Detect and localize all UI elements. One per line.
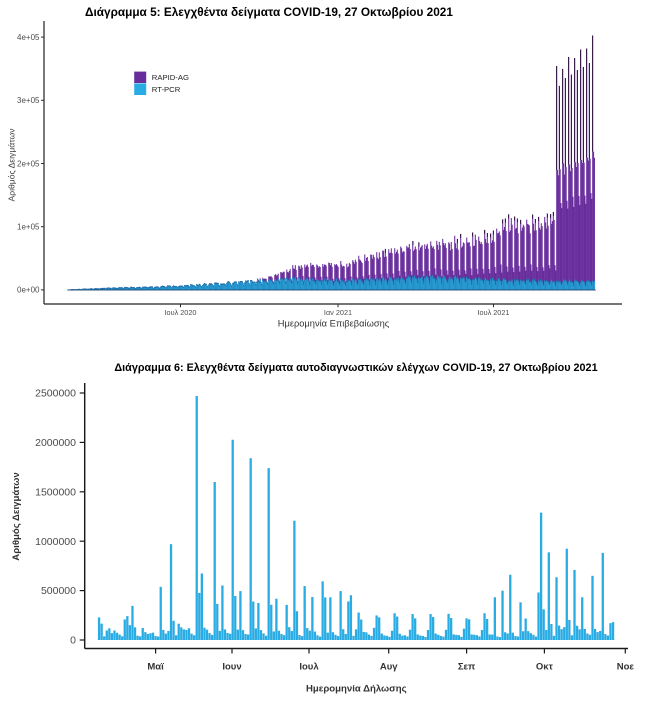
svg-text:Αριθμός Δειγμάτων: Αριθμός Δειγμάτων xyxy=(11,472,22,560)
svg-text:Οκτ: Οκτ xyxy=(536,662,554,673)
svg-text:0e+00: 0e+00 xyxy=(17,286,40,295)
svg-text:2500000: 2500000 xyxy=(35,388,76,400)
svg-text:Ιαν 2021: Ιαν 2021 xyxy=(324,308,352,317)
svg-text:500000: 500000 xyxy=(41,585,76,597)
svg-text:Ιουν: Ιουν xyxy=(222,662,241,673)
svg-text:Ημερομηνία Επιβεβαίωσης: Ημερομηνία Επιβεβαίωσης xyxy=(278,319,390,329)
svg-text:3e+05: 3e+05 xyxy=(17,96,40,105)
svg-text:1e+05: 1e+05 xyxy=(17,223,40,232)
svg-text:Νοε: Νοε xyxy=(617,662,635,673)
svg-text:1500000: 1500000 xyxy=(35,486,76,498)
svg-text:Ημερομηνία Δήλωσης: Ημερομηνία Δήλωσης xyxy=(306,684,407,695)
svg-text:0: 0 xyxy=(70,635,76,647)
svg-text:Ιουλ 2020: Ιουλ 2020 xyxy=(165,308,197,317)
svg-text:2e+05: 2e+05 xyxy=(17,159,40,168)
svg-text:Διάγραμμα 6: Ελεγχθέντα δείγμα: Διάγραμμα 6: Ελεγχθέντα δείγματα αυτοδια… xyxy=(114,362,597,374)
svg-text:4e+05: 4e+05 xyxy=(17,33,40,42)
svg-text:Διάγραμμα 5: Ελεγχθέντα δείγμα: Διάγραμμα 5: Ελεγχθέντα δείγματα COVID-1… xyxy=(85,5,453,19)
svg-text:RT-PCR: RT-PCR xyxy=(152,85,181,94)
svg-text:2000000: 2000000 xyxy=(35,437,76,449)
svg-text:Σεπ: Σεπ xyxy=(458,662,476,673)
svg-text:Αριθμός Δειγμάτων: Αριθμός Δειγμάτων xyxy=(7,128,17,201)
svg-text:Μαϊ: Μαϊ xyxy=(147,662,164,673)
svg-text:Αυγ: Αυγ xyxy=(380,662,398,673)
svg-text:Ιουλ: Ιουλ xyxy=(299,662,319,673)
svg-text:1000000: 1000000 xyxy=(35,536,76,548)
svg-text:RAPID-AG: RAPID-AG xyxy=(152,73,189,82)
svg-text:Ιουλ 2021: Ιουλ 2021 xyxy=(478,308,510,317)
